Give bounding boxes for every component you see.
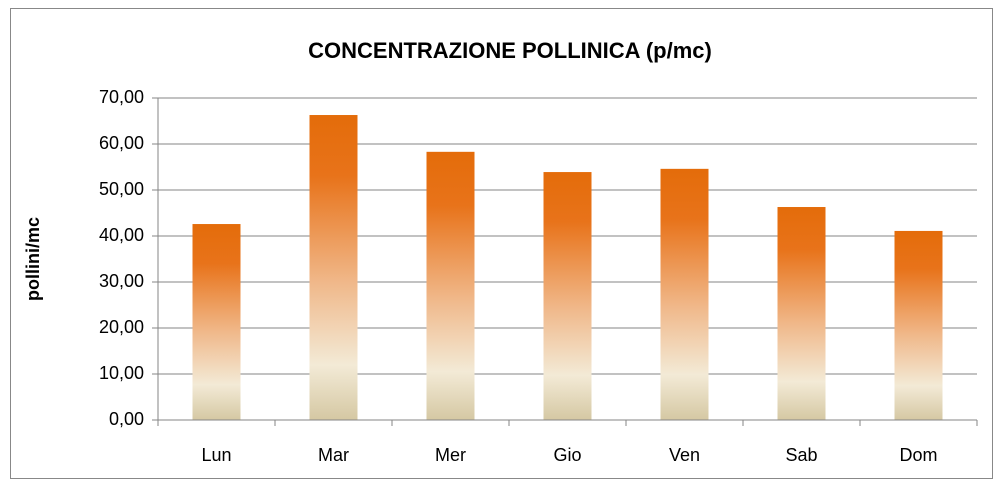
y-tick-label: 40,00 (99, 225, 144, 245)
y-tick-label: 0,00 (109, 409, 144, 429)
bar (894, 230, 943, 420)
y-tick-label: 20,00 (99, 317, 144, 337)
x-tick-label: Sab (785, 445, 817, 465)
chart-frame (10, 8, 993, 479)
x-tick-label: Mar (318, 445, 349, 465)
x-tick-label: Dom (899, 445, 937, 465)
y-tick-label: 60,00 (99, 133, 144, 153)
y-tick-label: 70,00 (99, 87, 144, 107)
bar (543, 172, 592, 420)
y-tick-label: 30,00 (99, 271, 144, 291)
chart-title: CONCENTRAZIONE POLLINICA (p/mc) (308, 38, 712, 63)
bar (777, 207, 826, 420)
y-tick-label: 50,00 (99, 179, 144, 199)
y-axis-label: pollini/mc (23, 217, 43, 301)
x-tick-label: Lun (201, 445, 231, 465)
bar (660, 168, 709, 420)
x-tick-label: Ven (669, 445, 700, 465)
x-tick-label: Mer (435, 445, 466, 465)
y-tick-label: 10,00 (99, 363, 144, 383)
bar (192, 224, 241, 420)
bar (426, 151, 475, 420)
x-tick-label: Gio (553, 445, 581, 465)
bar (309, 115, 358, 421)
